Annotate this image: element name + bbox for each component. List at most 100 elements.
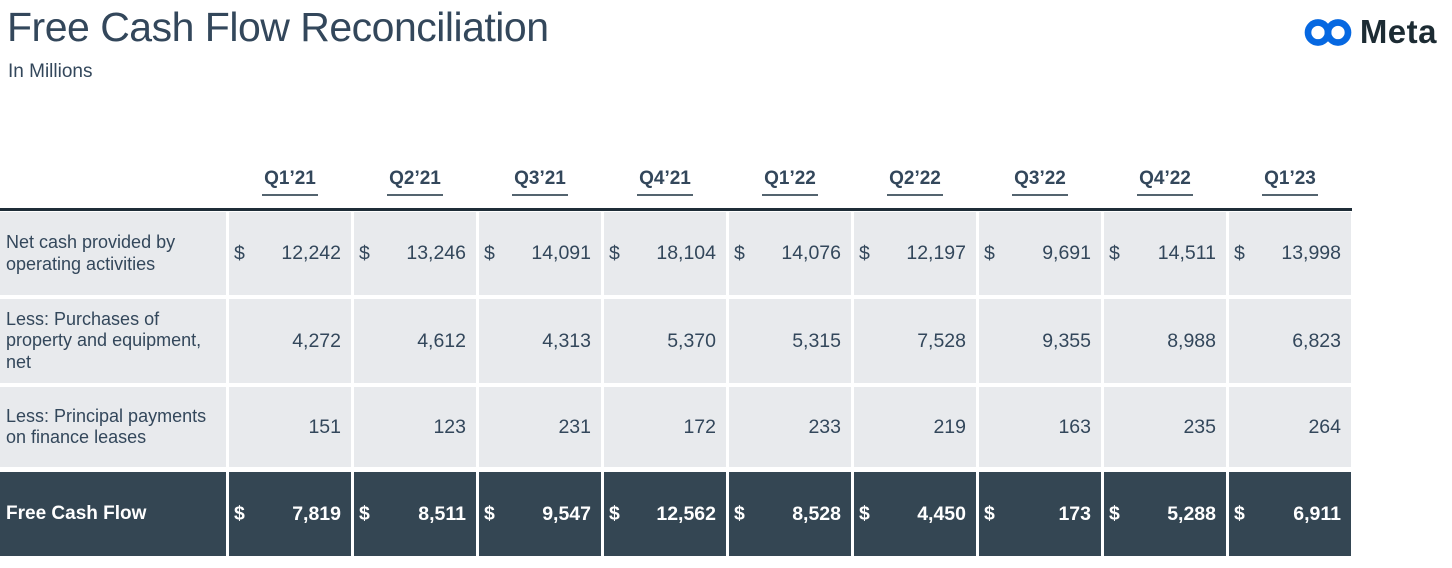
page-subtitle: In Millions: [8, 61, 93, 82]
cell-value: 8,528: [792, 502, 841, 525]
value-cell: $13,246: [354, 212, 476, 295]
column-header-label: Q1’21: [262, 166, 318, 196]
table-row: Less: Purchases of property and equipmen…: [0, 299, 1352, 383]
cell-value: 6,911: [1293, 502, 1341, 525]
cell-value: 12,197: [906, 242, 966, 264]
value-cell: 233: [729, 387, 851, 467]
column-header: Q2’22: [854, 166, 976, 196]
cell-value: 9,691: [1042, 242, 1091, 264]
cell-value: 18,104: [656, 242, 716, 264]
column-header-label: Q1’22: [762, 166, 818, 196]
currency-symbol: $: [859, 502, 870, 525]
currency-symbol: $: [1109, 502, 1120, 525]
row-label-text: Net cash provided by operating activitie…: [6, 232, 176, 274]
meta-wordmark: Meta: [1359, 13, 1437, 50]
cell-value: 12,242: [281, 242, 341, 264]
value-cell: $5,288: [1104, 472, 1226, 556]
row-label: Free Cash Flow: [0, 472, 226, 556]
cell-value: 14,076: [781, 242, 841, 264]
value-cell: 264: [1229, 387, 1351, 467]
column-header: Q1’23: [1229, 166, 1351, 196]
cell-value: 5,315: [792, 329, 841, 352]
value-cell: $12,242: [229, 212, 351, 295]
value-cell: 6,823: [1229, 299, 1351, 383]
column-header: Q1’21: [229, 166, 351, 196]
currency-symbol: $: [859, 242, 870, 264]
table-body: Net cash provided by operating activitie…: [0, 212, 1352, 556]
column-header: Q2’21: [354, 166, 476, 196]
cell-value: 123: [433, 415, 466, 438]
cell-value: 172: [683, 415, 716, 438]
value-cell: $12,197: [854, 212, 976, 295]
quarter-header-row: Q1’21 Q2’21 Q3’21 Q4’21 Q1’22 Q2’22 Q3’22 Q4’22…: [229, 166, 1352, 196]
column-header-label: Q3’22: [1012, 166, 1068, 196]
cell-value: 14,091: [531, 242, 591, 264]
value-cell: $8,511: [354, 472, 476, 556]
value-cell: 4,313: [479, 299, 601, 383]
page-title: Free Cash Flow Reconciliation: [7, 4, 549, 50]
table-row: Net cash provided by operating activitie…: [0, 212, 1352, 295]
value-cell: 9,355: [979, 299, 1101, 383]
currency-symbol: $: [609, 242, 620, 264]
table-row: Free Cash Flow $7,819 $8,511 $9,547 $12,562 $…: [0, 472, 1352, 556]
currency-symbol: $: [734, 242, 745, 264]
value-cell: $18,104: [604, 212, 726, 295]
value-cell: 5,370: [604, 299, 726, 383]
value-cell: $14,511: [1104, 212, 1226, 295]
currency-symbol: $: [359, 502, 370, 525]
currency-symbol: $: [984, 502, 995, 525]
column-header: Q3’21: [479, 166, 601, 196]
currency-symbol: $: [984, 242, 995, 264]
value-cell: 7,528: [854, 299, 976, 383]
value-cell: 5,315: [729, 299, 851, 383]
cell-value: 8,511: [418, 502, 466, 525]
column-header: Q4’22: [1104, 166, 1226, 196]
value-cell: $4,450: [854, 472, 976, 556]
cell-value: 233: [808, 415, 841, 438]
cell-value: 173: [1058, 502, 1091, 525]
value-cell: 231: [479, 387, 601, 467]
column-header-label: Q1’23: [1262, 166, 1318, 196]
table-row: Less: Principal payments on finance leas…: [0, 387, 1352, 467]
currency-symbol: $: [484, 502, 495, 525]
value-cell: 172: [604, 387, 726, 467]
value-cell: 163: [979, 387, 1101, 467]
cell-value: 163: [1058, 415, 1091, 438]
currency-symbol: $: [1109, 242, 1120, 264]
value-cell: $7,819: [229, 472, 351, 556]
column-header-label: Q3’21: [512, 166, 568, 196]
row-label: Less: Principal payments on finance leas…: [0, 387, 226, 467]
currency-symbol: $: [1234, 242, 1245, 264]
value-cell: 151: [229, 387, 351, 467]
free-cash-flow-table: Q1’21 Q2’21 Q3’21 Q4’21 Q1’22 Q2’22 Q3’22 Q4’22…: [0, 166, 1352, 556]
value-cell: 123: [354, 387, 476, 467]
cell-value: 8,988: [1167, 329, 1216, 352]
row-label-text: Free Cash Flow: [6, 502, 147, 524]
value-cell: 4,272: [229, 299, 351, 383]
value-cell: 219: [854, 387, 976, 467]
currency-symbol: $: [734, 502, 745, 525]
row-label-text: Less: Purchases of property and equipmen…: [6, 309, 202, 372]
table-top-rule: [0, 208, 1352, 211]
value-cell: $8,528: [729, 472, 851, 556]
cell-value: 13,998: [1281, 242, 1341, 264]
currency-symbol: $: [234, 502, 245, 525]
cell-value: 9,355: [1042, 329, 1091, 352]
value-cell: 235: [1104, 387, 1226, 467]
cell-value: 4,313: [542, 329, 591, 352]
cell-value: 4,272: [292, 329, 341, 352]
column-header-label: Q2’21: [387, 166, 443, 196]
row-label: Net cash provided by operating activitie…: [0, 212, 226, 295]
column-header: Q1’22: [729, 166, 851, 196]
cell-value: 7,819: [292, 502, 341, 525]
cell-value: 231: [558, 415, 591, 438]
cell-value: 4,450: [917, 502, 966, 525]
value-cell: $173: [979, 472, 1101, 556]
value-cell: $9,547: [479, 472, 601, 556]
cell-value: 264: [1308, 415, 1341, 438]
value-cell: $13,998: [1229, 212, 1351, 295]
column-header: Q3’22: [979, 166, 1101, 196]
cell-value: 4,612: [417, 329, 466, 352]
cell-value: 5,288: [1167, 502, 1216, 525]
cell-value: 12,562: [656, 502, 716, 525]
